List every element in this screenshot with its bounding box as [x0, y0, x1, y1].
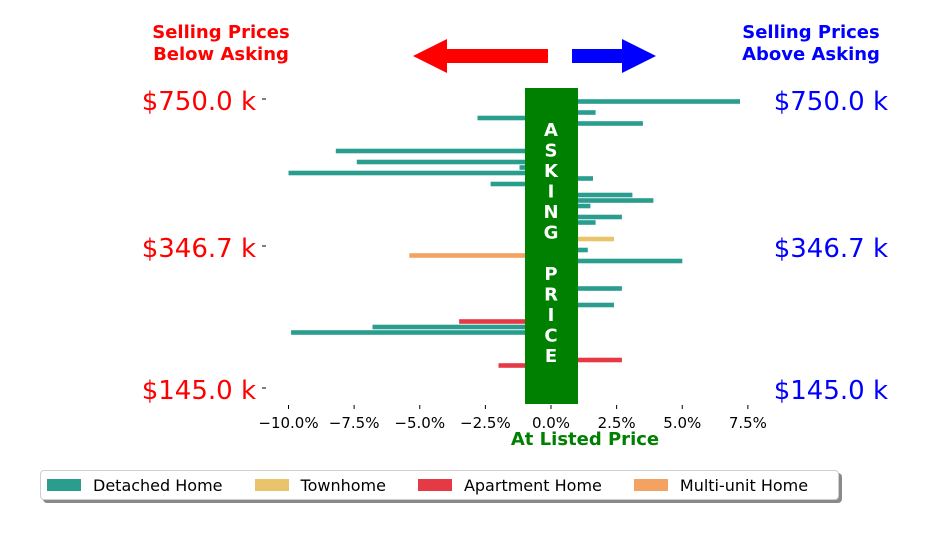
bar [551, 357, 622, 363]
bar [335, 148, 552, 154]
legend-swatch-apartment [417, 479, 452, 491]
x-tick-label: 2.5% [598, 414, 636, 432]
x-tick-label: −5.0% [394, 414, 445, 432]
x-axis-label: At Listed Price [511, 429, 659, 450]
legend-label-apartment: Apartment Home [463, 475, 602, 495]
bar [372, 324, 551, 330]
legend-label-detached: Detached Home [93, 475, 223, 495]
above-asking-title-line1: Selling Prices [742, 22, 879, 43]
x-tick-label: 5.0% [663, 414, 701, 432]
x-tick-label: −10.0% [258, 414, 318, 432]
price-letter: C [544, 326, 557, 347]
bar [459, 319, 551, 324]
bar [551, 192, 633, 198]
right-price-axis: $750.0 k $346.7 k $145.0 k [774, 87, 888, 406]
bar [551, 198, 654, 203]
below-asking-title-line2: Below Asking [153, 44, 289, 65]
asking-letter: A [544, 120, 558, 141]
bar [551, 258, 683, 264]
bars-group [288, 99, 740, 368]
bar [551, 99, 740, 104]
x-tick-label: 7.5% [729, 414, 767, 432]
asking-letter: S [545, 141, 558, 162]
left-arrow-icon [413, 39, 548, 73]
price-letter: E [545, 346, 557, 367]
x-tick-label: 0.0% [532, 414, 570, 432]
bar [477, 115, 551, 121]
legend-label-townhome: Townhome [300, 475, 386, 495]
price-letter: I [548, 305, 555, 326]
bar [551, 121, 643, 126]
bar [291, 330, 551, 335]
bar [490, 181, 551, 187]
legend-swatch-detached [47, 479, 81, 491]
bar [409, 253, 552, 258]
left-price-axis: $750.0 k $346.7 k $145.0 k [142, 87, 266, 406]
right-price-label-bottom: $145.0 k [774, 376, 888, 406]
left-price-label-bottom: $145.0 k [142, 376, 256, 406]
legend-swatch-multi-unit [633, 479, 668, 491]
legend: Detached Home Townhome Apartment Home Mu… [40, 470, 839, 500]
right-price-label-mid: $346.7 k [774, 234, 888, 264]
bar [551, 214, 622, 220]
legend-item-apartment: Apartment Home [417, 475, 602, 495]
legend-item-townhome: Townhome [254, 475, 386, 495]
bar [551, 302, 614, 308]
left-price-label-mid: $346.7 k [142, 234, 256, 264]
price-letter: R [544, 285, 558, 306]
x-tick-label: −7.5% [329, 414, 380, 432]
right-arrow-icon [572, 39, 656, 73]
bar [551, 286, 622, 291]
bar [498, 363, 551, 368]
left-price-label-top: $750.0 k [142, 87, 256, 117]
asking-letter: I [548, 182, 555, 203]
legend-swatch-townhome [254, 479, 289, 491]
legend-item-detached: Detached Home [47, 476, 223, 495]
legend-label-multi-unit: Multi-unit Home [679, 475, 809, 495]
asking-letter: G [544, 223, 559, 244]
chart-header: Selling Prices Below Asking Selling Pric… [152, 22, 880, 73]
below-asking-title-line1: Selling Prices [152, 22, 289, 43]
right-price-label-top: $750.0 k [774, 87, 888, 117]
bar [356, 159, 552, 165]
asking-letter: N [543, 202, 558, 223]
asking-letter: K [544, 161, 559, 182]
x-tick-label: −2.5% [460, 414, 511, 432]
bar [551, 236, 614, 242]
x-axis: −10.0% −7.5% −5.0% −2.5% 0.0% 2.5% 5.0% 7.5% At… [258, 405, 767, 450]
asking-price-box-fill [525, 88, 578, 404]
above-asking-title-line2: Above Asking [742, 44, 880, 65]
bar [288, 170, 551, 176]
price-letter: P [544, 264, 557, 285]
legend-item-multi-unit: Multi-unit Home [633, 475, 809, 495]
